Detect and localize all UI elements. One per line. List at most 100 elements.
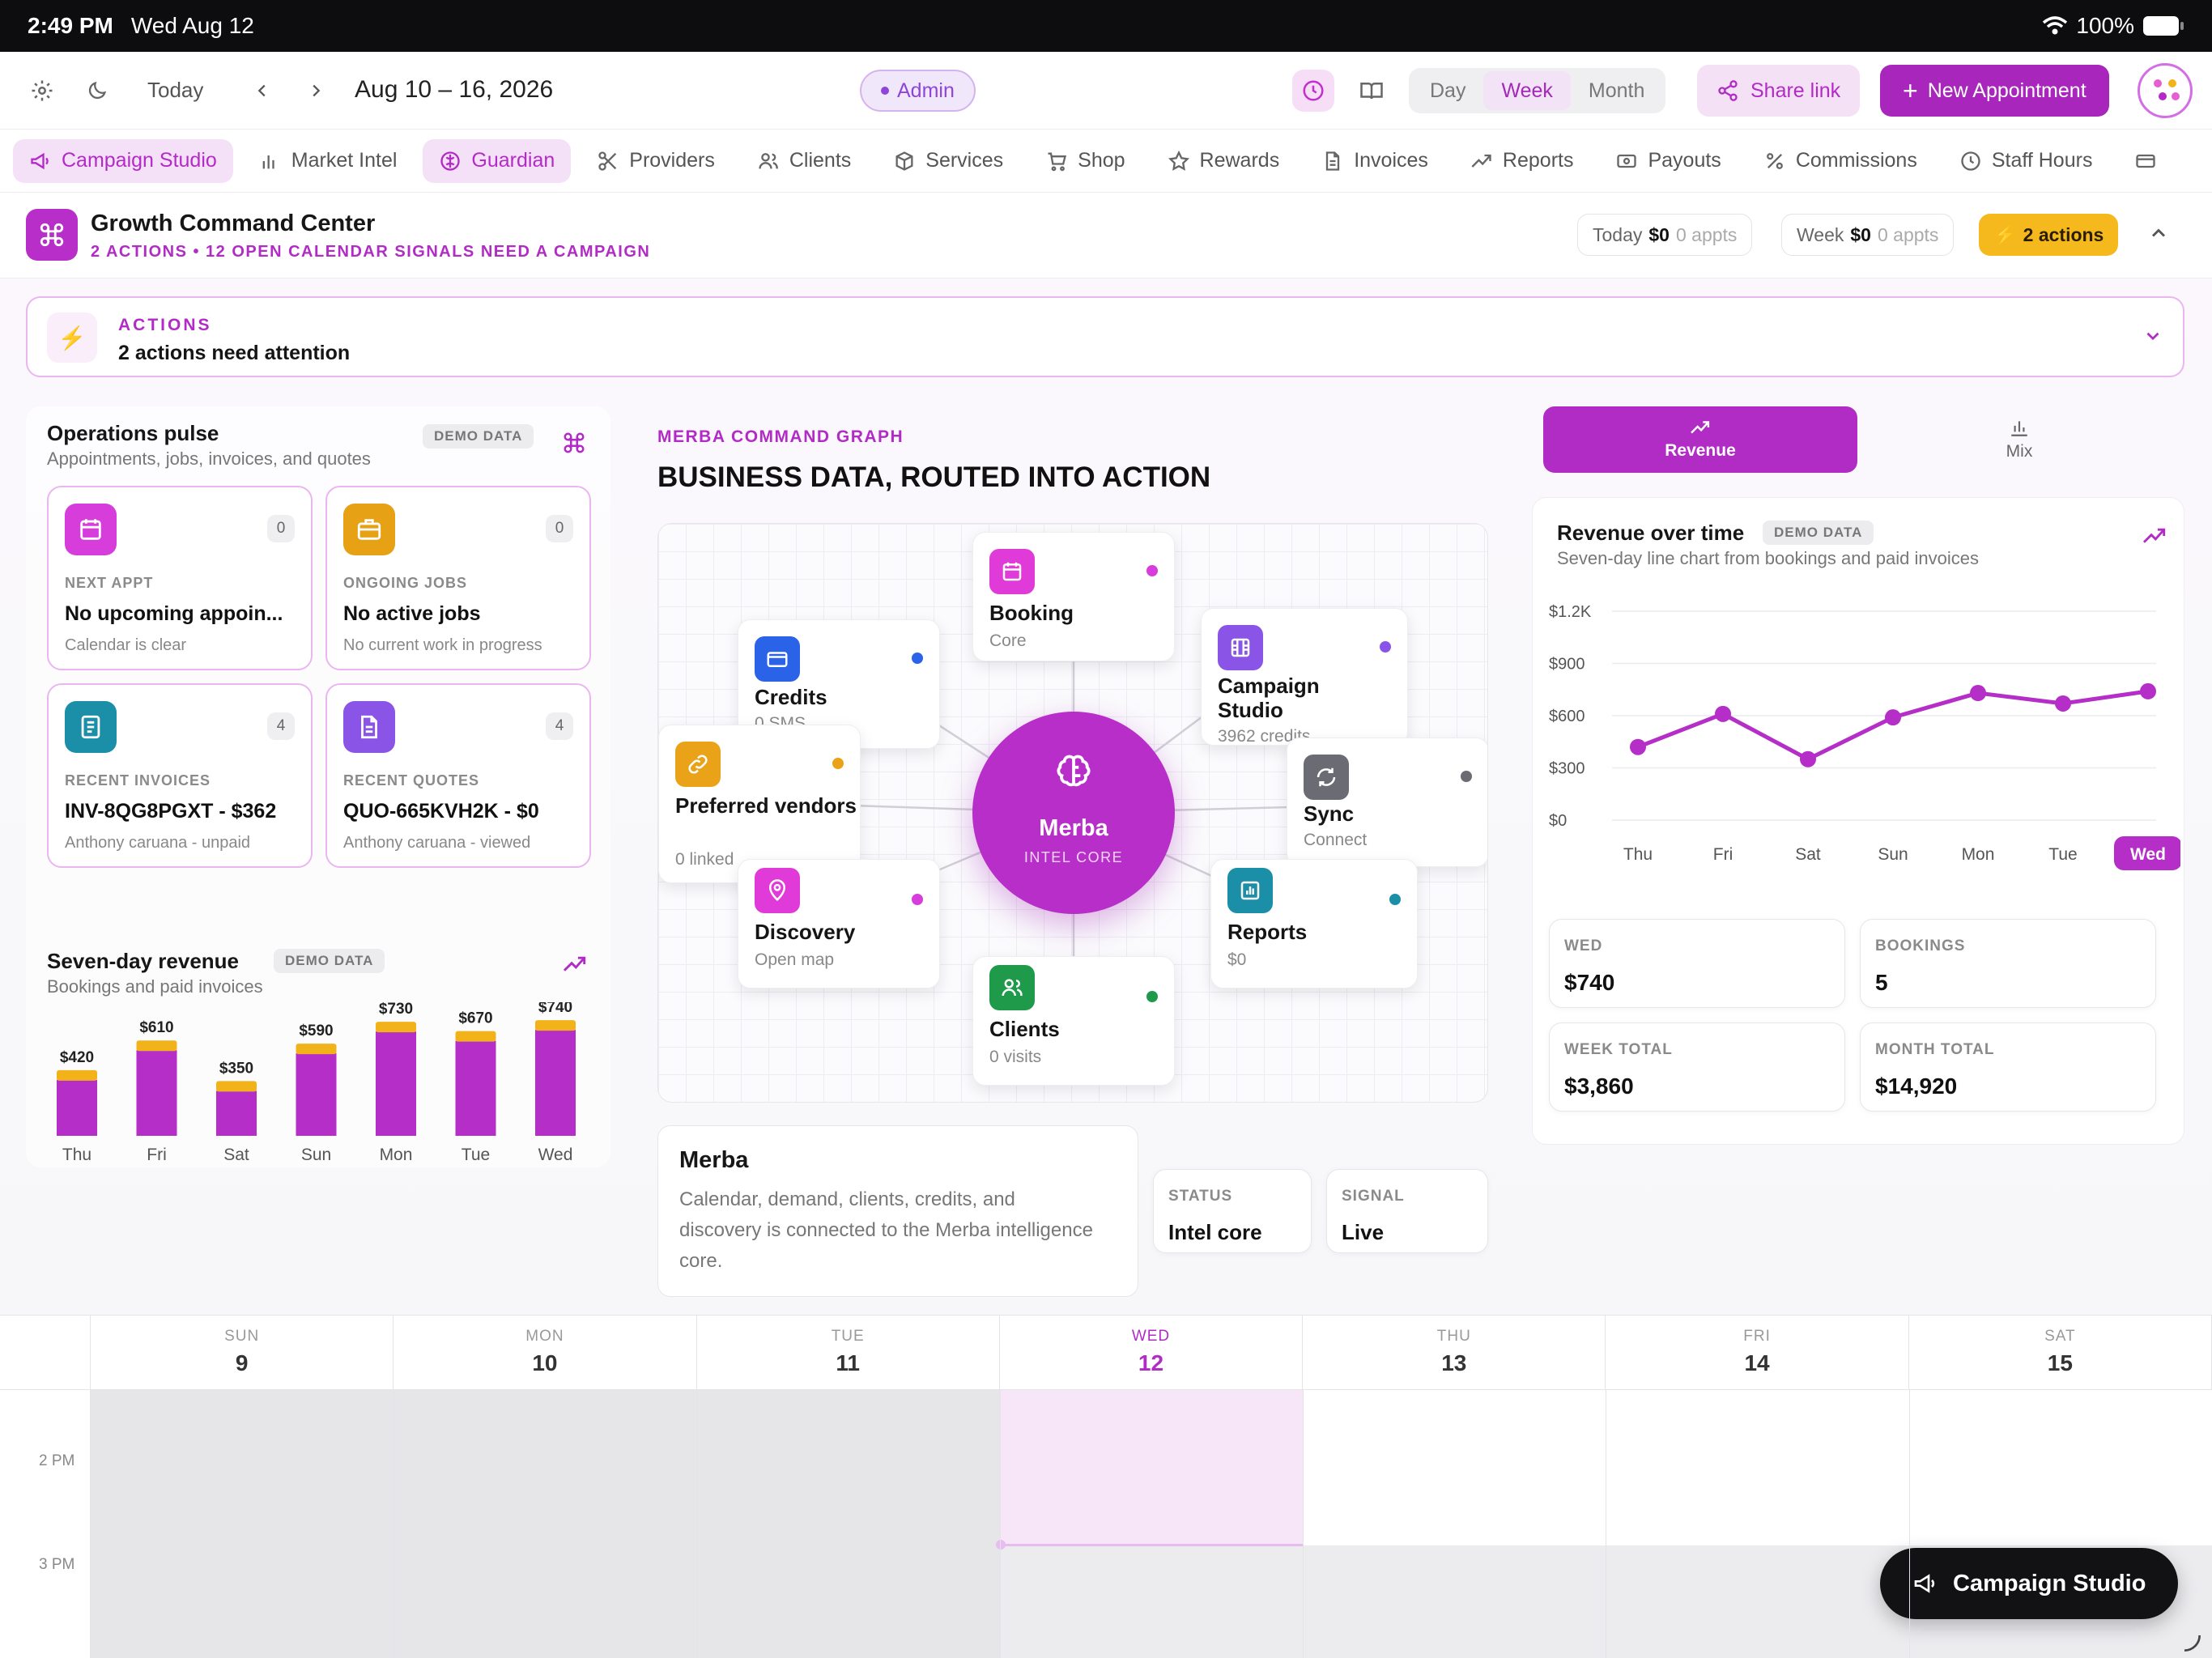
ops-card-label: RECENT INVOICES [65, 772, 211, 789]
share-link-button[interactable]: Share link [1697, 65, 1861, 117]
point-sat[interactable] [1800, 750, 1816, 767]
node-booking[interactable]: Booking Core [972, 532, 1175, 661]
ops-card-ongoing-jobs[interactable]: 0 ONGOING JOBS No active jobs No current wo… [325, 486, 591, 670]
bar-sun [296, 1053, 337, 1136]
day-header-sun[interactable]: SUN 9 [91, 1315, 394, 1389]
nav-item-label: Commissions [1795, 149, 1917, 172]
node-reports[interactable]: Reports $0 [1210, 859, 1418, 988]
nav-item-clients[interactable]: Clients [741, 139, 867, 183]
day-header-mon[interactable]: MON 10 [393, 1315, 697, 1389]
day-header-wed[interactable]: WED 12 [1000, 1315, 1304, 1389]
status-label: STATUS [1168, 1188, 1233, 1205]
stat-wed: WED $740 [1549, 919, 1845, 1008]
nav-item-campaign-studio[interactable]: Campaign Studio [13, 138, 233, 183]
ops-card-next-appt[interactable]: 0 NEXT APPT No upcoming appoin... Calendar … [47, 486, 313, 670]
day-name: FRI [1743, 1328, 1771, 1345]
status-bar: 2:49 PM Wed Aug 12 100% [0, 0, 2212, 52]
week-chip-appts: 0 appts [1877, 223, 1939, 245]
book-icon[interactable] [1351, 70, 1393, 112]
node-preferred-vendors[interactable]: Preferred vendors 0 linked [658, 725, 861, 883]
view-day[interactable]: Day [1430, 79, 1466, 102]
merba-core[interactable]: Merba INTEL CORE [972, 712, 1175, 914]
highlight-x-pill[interactable] [2114, 836, 2180, 870]
point-sun[interactable] [1885, 709, 1901, 726]
point-thu[interactable] [1630, 738, 1646, 755]
link-icon [675, 742, 721, 787]
settings-gear-icon[interactable] [21, 70, 63, 112]
growth-subtitle: 2 ACTIONS • 12 OPEN CALENDAR SIGNALS NEE… [91, 243, 651, 261]
seven-day-title: Seven-day revenue [47, 949, 240, 973]
nav-item-label: Rewards [1199, 149, 1280, 172]
node-campaign-studio[interactable]: Campaign Studio 3962 credits [1201, 608, 1408, 746]
new-appointment-button[interactable]: + New Appointment [1880, 65, 2109, 117]
seven-day-demo-tag: DEMO DATA [274, 949, 385, 973]
ops-card-count: 4 [267, 712, 295, 740]
day-header-tue[interactable]: TUE 11 [697, 1315, 1000, 1389]
clients-users-icon [989, 965, 1035, 1010]
week-summary-chip[interactable]: Week $0 0 appts [1781, 214, 1955, 256]
campaign-studio-fab[interactable]: Campaign Studio [1880, 1548, 2179, 1619]
day-header-fri[interactable]: FRI 14 [1606, 1315, 1909, 1389]
avatar[interactable] [2138, 63, 2193, 118]
node-discovery[interactable]: Discovery Open map [738, 859, 940, 988]
nav-item-rewards[interactable]: Rewards [1151, 139, 1296, 183]
nav-item-providers[interactable]: Providers [581, 139, 731, 183]
view-week[interactable]: Week [1483, 71, 1571, 110]
nav-item-services[interactable]: Services [877, 139, 1019, 183]
rot-trend-icon [2142, 525, 2167, 546]
scissors-icon [598, 151, 617, 171]
nav-item-payouts[interactable]: Payouts [1599, 139, 1737, 183]
film-icon [1218, 625, 1263, 670]
point-wed[interactable] [2140, 682, 2156, 699]
chevron-right-icon[interactable] [295, 70, 337, 112]
bar-chart-icon [259, 150, 282, 172]
ops-card-count: 0 [267, 515, 295, 542]
point-mon[interactable] [1970, 685, 1986, 702]
today-column-highlight [1001, 1390, 1304, 1545]
collapse-chevron-up-icon[interactable] [2147, 222, 2170, 244]
command-icon [26, 209, 78, 261]
today-button[interactable]: Today [147, 78, 204, 102]
nav-item-commissions[interactable]: Commissions [1747, 139, 1933, 183]
nav-item-staff-hours[interactable]: Staff Hours [1943, 139, 2109, 183]
actions-badge[interactable]: ⚡ 2 actions [1979, 214, 2119, 256]
merba-info-card: Merba Calendar, demand, clients, credits… [657, 1125, 1138, 1297]
dark-mode-moon-icon[interactable] [76, 70, 118, 112]
nav-item-market-intel[interactable]: Market Intel [243, 139, 414, 183]
today-summary-chip[interactable]: Today $0 0 appts [1577, 214, 1753, 256]
nav-item-shop[interactable]: Shop [1029, 139, 1141, 183]
percent-icon [1766, 152, 1783, 169]
nav-item-label: Shop [1078, 149, 1125, 172]
ops-card-recent-quotes[interactable]: 4 RECENT QUOTES QUO-665KVH2K - $0 Anthony c… [325, 683, 591, 868]
nav-item-invoices[interactable]: Invoices [1305, 139, 1444, 183]
node-sync[interactable]: Sync Connect [1287, 738, 1487, 867]
node-clients[interactable]: Clients 0 visits [972, 956, 1175, 1086]
week-calendar: SUN 9 MON 10 TUE 11 WED 12 THU 13 FRI 14 SAT 15 2 PM … [0, 1315, 2212, 1658]
clock-icon[interactable] [1292, 70, 1334, 112]
admin-role-badge[interactable]: Admin [860, 70, 976, 112]
bar-cap-thu [57, 1069, 97, 1081]
point-tue[interactable] [2055, 695, 2071, 712]
nav-item-guardian[interactable]: Guardian [423, 138, 572, 183]
chevron-left-icon[interactable] [241, 70, 283, 112]
now-dot [996, 1540, 1006, 1550]
x-tick-label: Sat [1795, 845, 1821, 864]
day-header-thu[interactable]: THU 13 [1303, 1315, 1606, 1389]
actions-bar[interactable]: ⚡ ACTIONS 2 actions need attention [26, 296, 2184, 377]
nav-more-card-icon[interactable] [2118, 139, 2173, 183]
battery-percent: 100% [2076, 13, 2134, 38]
ops-card-recent-invoices[interactable]: 4 RECENT INVOICES INV-8QG8PGXT - $362 Antho… [47, 683, 313, 868]
day-header-sat[interactable]: SAT 15 [1909, 1315, 2212, 1389]
point-fri[interactable] [1715, 705, 1731, 722]
tab-revenue[interactable]: Revenue [1543, 406, 1857, 473]
view-month[interactable]: Month [1588, 79, 1645, 102]
nav-item-reports[interactable]: Reports [1454, 139, 1590, 183]
y-tick-label: $600 [1549, 708, 1585, 725]
nav-item-label: Guardian [471, 149, 555, 172]
actions-expand-chevron-icon[interactable] [2142, 325, 2163, 346]
tab-mix[interactable]: Mix [1862, 406, 2176, 473]
graph-eyebrow: MERBA COMMAND GRAPH [657, 427, 904, 446]
bar-sat [216, 1090, 257, 1136]
x-tick-label: Tue [2048, 845, 2077, 864]
resize-handle-icon[interactable] [2178, 1629, 2204, 1655]
